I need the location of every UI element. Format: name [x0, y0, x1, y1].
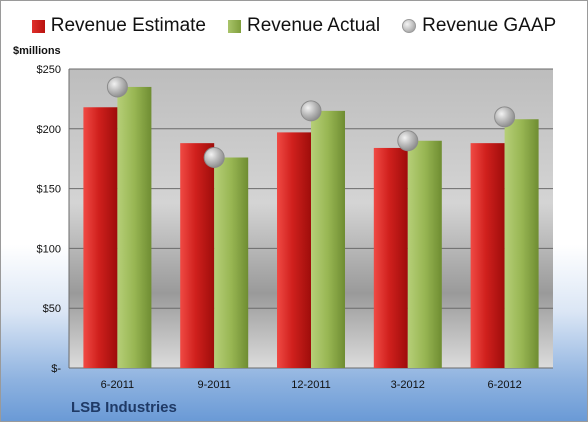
x-tick-label: 6-2011: [101, 379, 134, 391]
legend-label-actual: Revenue Actual: [247, 15, 381, 36]
x-tick-label: 6-2012: [487, 379, 521, 391]
marker-revenue-gaap: [203, 147, 225, 169]
legend-label-gaap: Revenue GAAP: [422, 15, 557, 36]
legend-swatch-estimate: [31, 19, 45, 33]
y-axis-ticks: $- $50 $100 $150 $200 $250: [37, 64, 62, 375]
legend-swatch-actual: [228, 19, 241, 33]
y-tick-label: $150: [37, 184, 61, 196]
y-tick-label: $200: [37, 124, 61, 136]
y-tick-label: $250: [37, 64, 61, 76]
bar-revenue-actual: [407, 140, 442, 368]
bar-revenue-estimate: [470, 143, 505, 368]
legend-item-estimate: Revenue Estimate: [31, 15, 206, 37]
legend-swatch-gaap: [402, 19, 417, 33]
x-tick-label: 9-2011: [197, 379, 230, 391]
marker-revenue-gaap: [300, 100, 322, 122]
x-tick-label: 3-2012: [391, 379, 425, 391]
bar-revenue-actual: [311, 110, 345, 369]
bar-revenue-estimate: [83, 107, 118, 368]
legend: Revenue Estimate Revenue Actual Revenue …: [1, 15, 587, 37]
bars: [83, 86, 539, 369]
y-tick-label: $100: [37, 243, 61, 255]
marker-revenue-gaap: [106, 76, 128, 98]
x-axis-ticks: 6-2011 9-2011 12-2011 3-2012 6-2012: [101, 379, 522, 391]
bar-revenue-actual: [504, 119, 539, 369]
x-tick-label: 12-2011: [291, 379, 331, 391]
legend-item-gaap: Revenue GAAP: [402, 15, 556, 37]
legend-label-estimate: Revenue Estimate: [50, 15, 206, 36]
marker-revenue-gaap: [494, 106, 516, 128]
bar-revenue-estimate: [373, 147, 408, 368]
gaap-markers: [106, 76, 516, 169]
y-axis-unit-label: $millions: [13, 45, 61, 57]
y-tick-label: $50: [43, 303, 61, 315]
company-name: LSB Industries: [71, 399, 177, 416]
y-tick-label: $-: [51, 363, 61, 375]
bar-revenue-actual: [117, 86, 152, 368]
bar-revenue-estimate: [277, 132, 311, 368]
bar-revenue-actual: [214, 157, 249, 368]
bar-revenue-estimate: [180, 143, 215, 368]
marker-revenue-gaap: [397, 130, 419, 152]
legend-item-actual: Revenue Actual: [228, 15, 380, 37]
